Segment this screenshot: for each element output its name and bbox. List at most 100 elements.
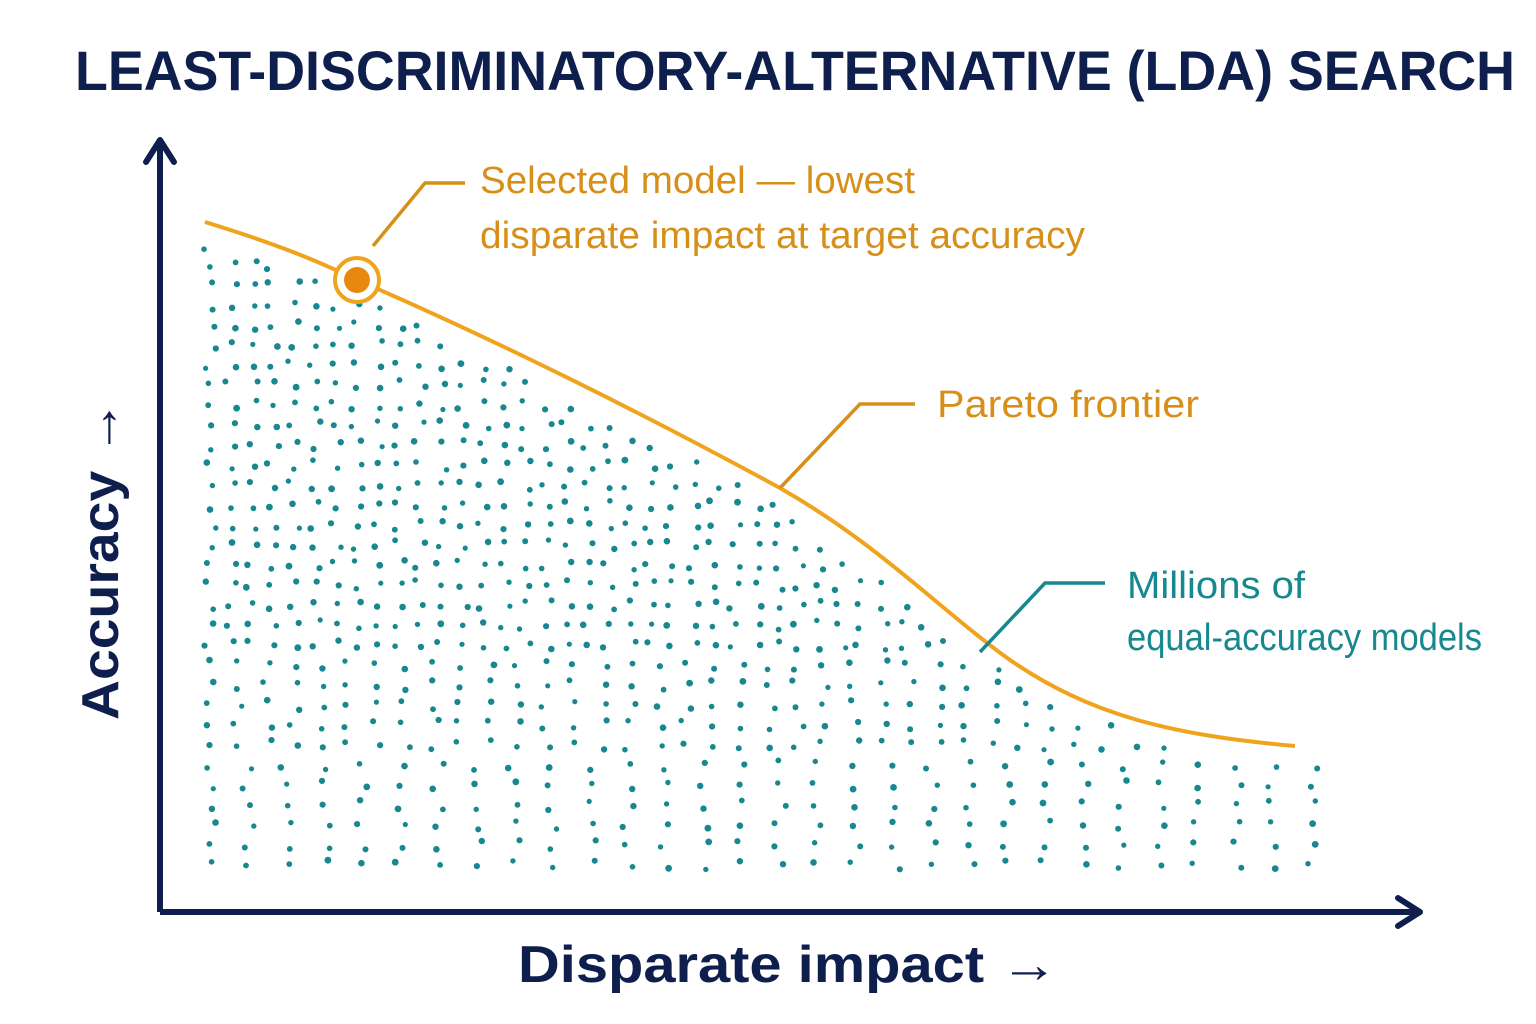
- model-dot: [649, 621, 655, 627]
- model-dot: [632, 580, 639, 587]
- model-dot: [939, 703, 946, 711]
- model-dot: [526, 486, 533, 493]
- model-dot: [522, 565, 529, 572]
- model-dot: [852, 641, 859, 649]
- model-dot: [414, 337, 421, 344]
- model-dot: [350, 546, 357, 552]
- model-dot: [1047, 704, 1054, 711]
- model-dot: [734, 838, 741, 845]
- model-dot: [1309, 820, 1316, 827]
- model-dot: [619, 823, 626, 831]
- model-dot: [514, 744, 520, 750]
- annotation: Pareto frontier: [937, 384, 1199, 426]
- model-dot: [232, 259, 239, 266]
- model-dot: [288, 819, 294, 826]
- model-dot: [695, 600, 702, 607]
- model-dot: [353, 644, 361, 651]
- model-dot: [737, 725, 744, 732]
- model-dot: [296, 525, 302, 531]
- model-dot: [490, 661, 498, 669]
- model-dot: [329, 360, 336, 367]
- model-dot: [906, 700, 913, 708]
- model-dot: [246, 441, 253, 448]
- model-dot: [433, 846, 440, 853]
- model-dot: [1023, 722, 1029, 728]
- model-dot: [501, 441, 509, 449]
- model-dot: [506, 366, 513, 373]
- model-dot: [1305, 861, 1311, 867]
- model-dot: [996, 667, 1002, 673]
- model-dot: [313, 303, 320, 310]
- model-dot: [849, 822, 857, 830]
- model-dot: [1158, 862, 1165, 869]
- model-dot: [834, 620, 841, 627]
- model-dot: [317, 418, 324, 425]
- model-dot: [545, 806, 552, 814]
- model-dot: [568, 603, 576, 610]
- model-dot: [779, 861, 787, 868]
- model-dot: [232, 480, 238, 486]
- model-dot: [843, 645, 849, 651]
- model-dot: [737, 522, 744, 528]
- model-dot: [572, 699, 578, 705]
- model-dot: [581, 479, 588, 486]
- model-dot: [1041, 781, 1049, 788]
- model-dot: [429, 785, 437, 793]
- model-dot: [377, 405, 383, 411]
- model-dot: [792, 704, 799, 711]
- model-dot: [568, 661, 576, 668]
- model-dot: [433, 559, 440, 567]
- model-dot: [228, 339, 235, 346]
- model-dot: [564, 621, 570, 628]
- model-dot: [545, 537, 552, 543]
- model-dot: [547, 521, 554, 527]
- model-dot: [738, 797, 745, 804]
- model-dot: [1314, 765, 1321, 772]
- model-dot: [332, 380, 339, 386]
- model-dot: [517, 718, 524, 725]
- model-dot: [296, 706, 303, 713]
- model-dot: [882, 647, 889, 653]
- model-dot: [680, 740, 687, 747]
- model-dot: [735, 580, 742, 587]
- model-dot: [273, 423, 281, 431]
- model-dot: [233, 686, 240, 692]
- model-dot: [994, 703, 1000, 709]
- model-dot: [416, 400, 423, 407]
- model-dot: [756, 641, 764, 649]
- model-dot: [694, 640, 701, 646]
- model-dot: [1233, 800, 1240, 807]
- model-dot: [651, 465, 659, 473]
- model-dot: [454, 557, 460, 564]
- model-dot: [663, 537, 671, 545]
- model-dot: [878, 605, 884, 612]
- model-dot: [1037, 857, 1044, 864]
- model-dot: [622, 746, 628, 753]
- model-dot: [705, 538, 712, 546]
- annotation: disparate impact at target accuracy: [480, 215, 1085, 257]
- model-dot: [1079, 822, 1087, 829]
- model-dot: [1265, 797, 1272, 804]
- model-dot: [924, 641, 932, 648]
- model-dot: [1195, 798, 1201, 805]
- model-dot: [1273, 764, 1280, 770]
- model-dot: [376, 483, 384, 490]
- model-dot: [478, 582, 485, 589]
- model-dot: [789, 519, 795, 525]
- model-dot: [651, 601, 657, 608]
- model-dot: [659, 743, 665, 749]
- model-dot: [586, 558, 593, 566]
- model-dot: [295, 619, 302, 627]
- model-dot: [629, 660, 636, 667]
- model-dot: [377, 305, 383, 311]
- model-dot: [315, 498, 322, 505]
- model-dot: [583, 506, 590, 512]
- model-dot: [603, 717, 610, 724]
- model-cloud: [201, 246, 1321, 873]
- model-dot: [792, 545, 799, 552]
- model-dot: [374, 418, 381, 424]
- model-dot: [711, 561, 719, 569]
- model-dot: [527, 640, 534, 647]
- model-dot: [437, 862, 443, 868]
- model-dot: [318, 777, 326, 785]
